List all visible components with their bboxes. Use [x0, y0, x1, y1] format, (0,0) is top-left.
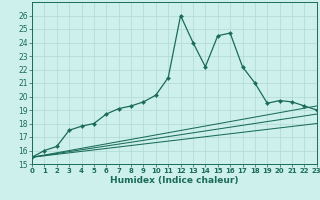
X-axis label: Humidex (Indice chaleur): Humidex (Indice chaleur) — [110, 176, 239, 185]
